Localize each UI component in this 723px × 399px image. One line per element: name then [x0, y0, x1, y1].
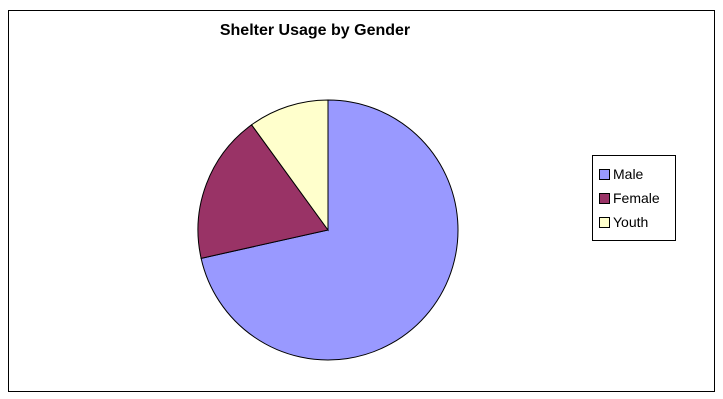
- legend-label-youth: Youth: [613, 214, 649, 230]
- legend-label-male: Male: [613, 166, 644, 182]
- legend-swatch-female: [599, 192, 610, 204]
- pie-slice-male: [200, 99, 459, 361]
- legend-item-male: Male: [599, 162, 675, 186]
- legend-item-youth: Youth: [599, 210, 675, 234]
- legend-swatch-youth: [599, 216, 610, 228]
- chart-title: Shelter Usage by Gender: [219, 22, 411, 39]
- legend-item-female: Female: [599, 186, 675, 210]
- legend-swatch-male: [599, 168, 610, 180]
- legend-label-female: Female: [613, 190, 660, 206]
- legend: Male Female Youth: [592, 155, 676, 241]
- pie-slice-female: [197, 124, 329, 259]
- pie-slice-youth: [250, 99, 329, 232]
